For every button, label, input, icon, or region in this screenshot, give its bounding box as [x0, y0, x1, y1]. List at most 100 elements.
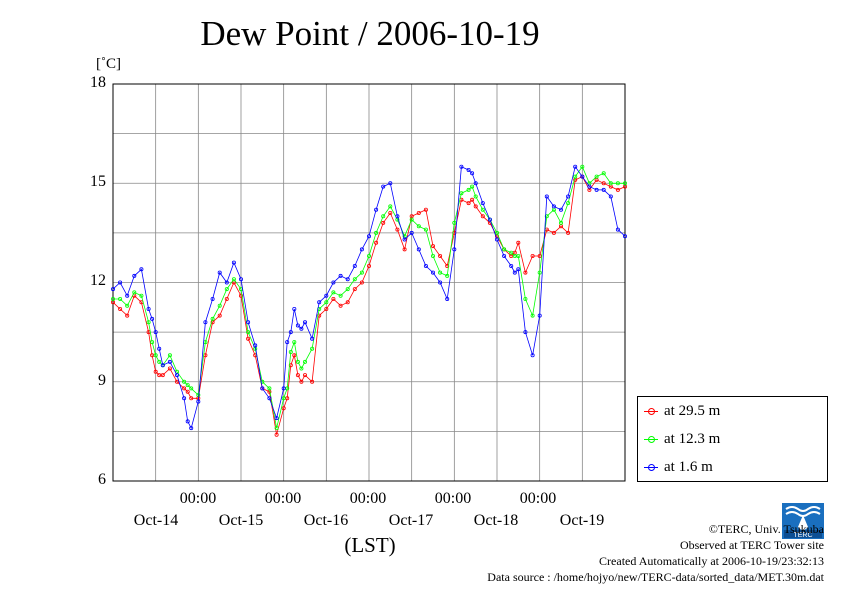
data-point	[470, 184, 475, 189]
credits-block: ©TERC, Univ. Tsukuba Observed at TERC To…	[487, 521, 824, 585]
data-point	[189, 396, 194, 401]
data-point	[381, 184, 386, 189]
data-point	[292, 353, 297, 358]
data-point	[345, 300, 350, 305]
series-3	[111, 164, 628, 431]
data-point	[430, 253, 435, 258]
data-point	[381, 214, 386, 219]
data-point	[551, 230, 556, 235]
data-point	[167, 353, 172, 358]
chart-title: Dew Point / 2006-10-19	[200, 14, 540, 53]
data-point	[523, 330, 528, 335]
legend-item-12-3m: at 12.3 m	[644, 429, 720, 449]
data-point	[366, 234, 371, 239]
data-point	[388, 210, 393, 215]
data-point	[473, 181, 478, 186]
logo-lettering: TERC	[793, 532, 812, 539]
data-point	[345, 287, 350, 292]
data-point	[150, 316, 155, 321]
data-point	[260, 379, 265, 384]
data-point	[310, 336, 315, 341]
data-point	[196, 392, 201, 397]
data-point	[374, 207, 379, 212]
data-point	[331, 290, 336, 295]
data-point	[185, 389, 190, 394]
x-time-label: 00:00	[179, 490, 217, 507]
data-point	[118, 296, 123, 301]
data-point	[623, 234, 628, 239]
x-date-label: Oct-19	[559, 512, 605, 529]
data-point	[502, 247, 507, 252]
series-line	[112, 165, 626, 430]
data-point	[516, 253, 521, 258]
data-point	[274, 416, 279, 421]
data-point	[438, 253, 443, 258]
data-point	[182, 386, 187, 391]
data-point	[359, 270, 364, 275]
data-point	[395, 214, 400, 219]
data-point	[185, 419, 190, 424]
data-point	[594, 187, 599, 192]
data-point	[512, 270, 517, 275]
data-point	[295, 359, 300, 364]
data-point	[494, 230, 499, 235]
y-unit-label: [˚C]	[96, 56, 121, 72]
data-point	[324, 306, 329, 311]
copyright-text: ©TERC, Univ. Tsukuba	[708, 522, 824, 536]
data-point	[566, 230, 571, 235]
data-point	[480, 201, 485, 206]
data-point	[459, 191, 464, 196]
data-point	[302, 320, 307, 325]
data-point	[423, 207, 428, 212]
data-point	[423, 227, 428, 232]
data-point	[153, 330, 158, 335]
legend-item-1-6m: at 1.6 m	[644, 457, 713, 477]
data-point	[246, 320, 251, 325]
data-point	[167, 366, 172, 371]
data-point	[324, 293, 329, 298]
data-point	[530, 353, 535, 358]
data-point	[174, 373, 179, 378]
data-point	[537, 313, 542, 318]
data-point	[224, 287, 229, 292]
data-point	[566, 194, 571, 199]
data-point	[473, 194, 478, 199]
data-point	[601, 187, 606, 192]
data-point	[317, 300, 322, 305]
data-point	[615, 227, 620, 232]
data-point	[580, 164, 585, 169]
data-point	[292, 306, 297, 311]
data-point	[470, 171, 475, 176]
legend: at 29.5 m at 12.3 m at 1.6 m	[637, 396, 828, 482]
data-point	[338, 303, 343, 308]
data-point	[125, 293, 130, 298]
data-point	[331, 296, 336, 301]
data-point	[302, 373, 307, 378]
data-point	[292, 340, 297, 345]
x-axis-label: (LST)	[344, 533, 396, 557]
data-point	[580, 174, 585, 179]
data-point	[125, 313, 130, 318]
data-point	[615, 187, 620, 192]
data-point	[157, 373, 162, 378]
data-point	[288, 349, 293, 354]
data-point	[352, 263, 357, 268]
data-point	[285, 340, 290, 345]
data-point	[530, 313, 535, 318]
data-point	[174, 379, 179, 384]
x-date-label: Oct-15	[218, 512, 264, 529]
data-point	[338, 293, 343, 298]
data-point	[231, 260, 236, 265]
data-point	[388, 181, 393, 186]
data-point	[566, 201, 571, 206]
data-point	[324, 300, 329, 305]
data-point	[466, 187, 471, 192]
data-point	[374, 230, 379, 235]
data-point	[480, 207, 485, 212]
data-point	[295, 373, 300, 378]
data-point	[299, 326, 304, 331]
y-tick-label: 9	[98, 372, 106, 389]
data-point	[157, 346, 162, 351]
series-layer	[111, 164, 628, 437]
data-point	[608, 194, 613, 199]
